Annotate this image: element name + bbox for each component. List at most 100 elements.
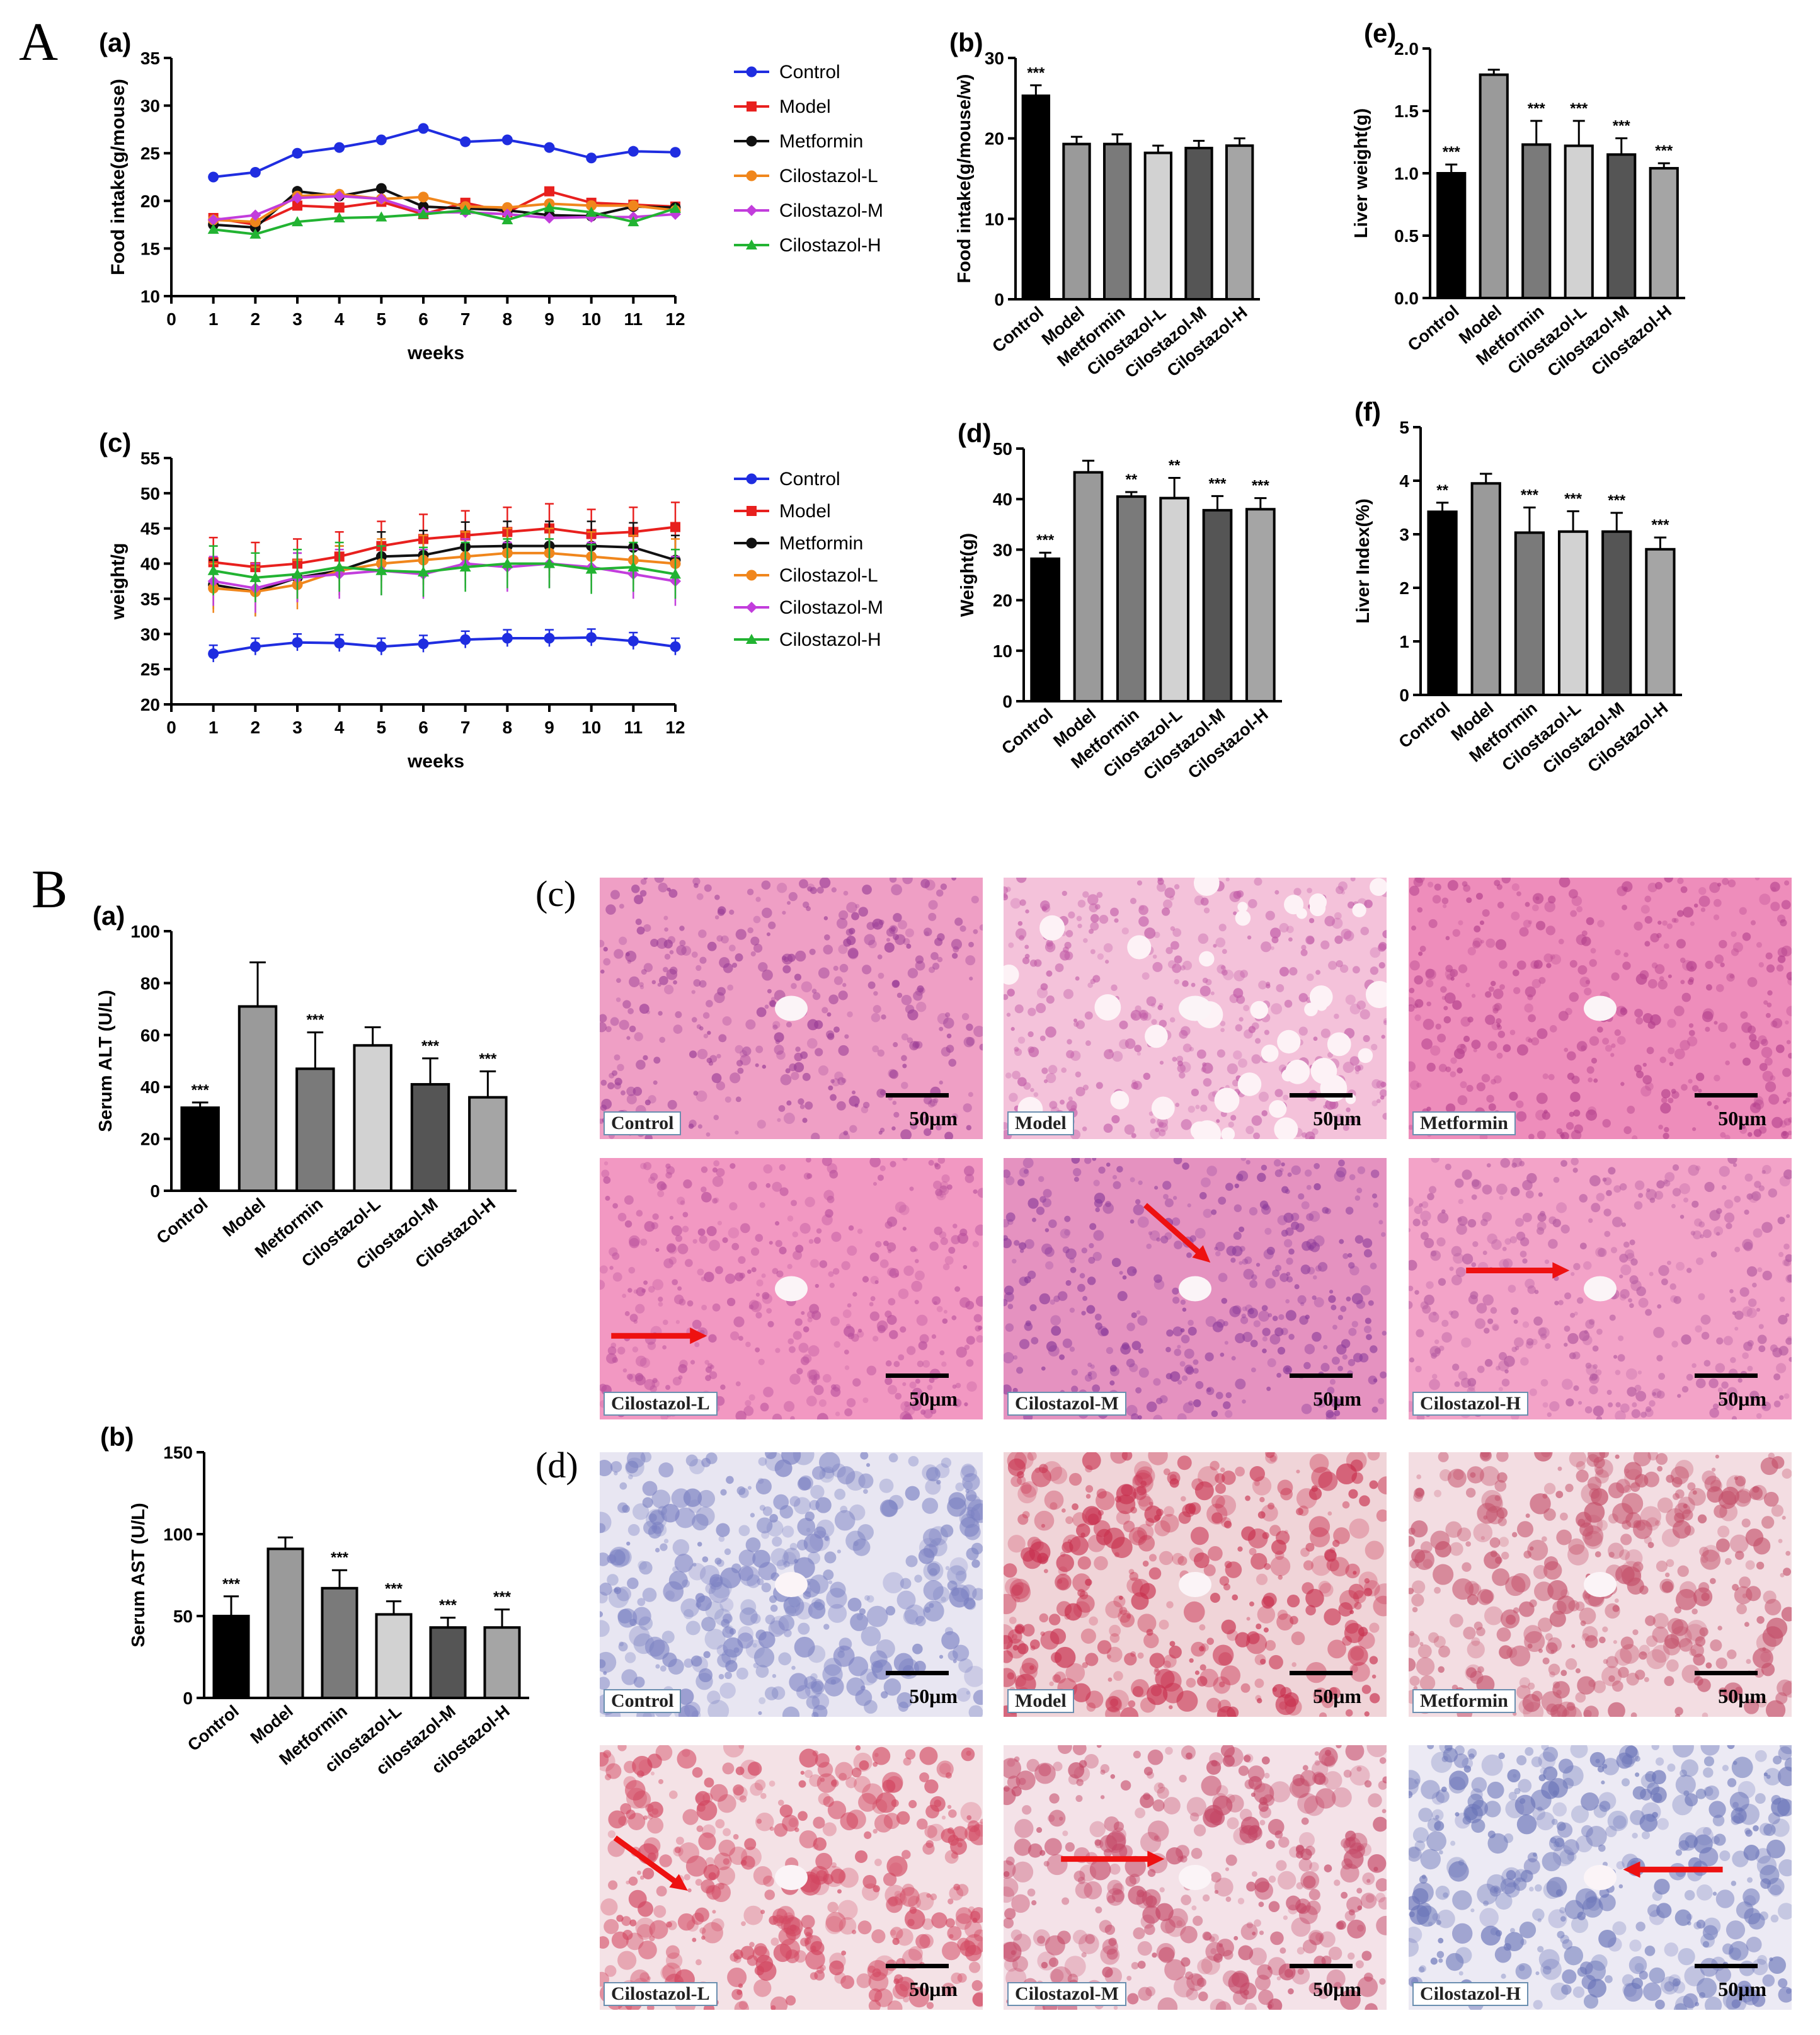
legend-marker (747, 506, 757, 516)
y-tick-label: 55 (140, 449, 160, 468)
legend-entry: Cilostazol-L (779, 565, 878, 586)
data-point (501, 558, 513, 568)
series-line-model (213, 525, 676, 569)
data-point (501, 134, 513, 146)
x-tick-label: 5 (377, 309, 387, 329)
panel-label: (e) (1364, 18, 1396, 48)
bar-control (1436, 172, 1467, 299)
bar-cilostazol-l (353, 1044, 392, 1193)
y-tick-label: 60 (140, 1026, 160, 1045)
data-point (292, 637, 303, 648)
data-point (418, 208, 429, 219)
data-point (375, 193, 387, 205)
image-label: Cilostazol-L (604, 1392, 718, 1416)
data-point (249, 209, 261, 221)
y-tick-label: 20 (993, 591, 1012, 610)
data-point (418, 201, 429, 212)
scale-bar-label: 50μm (1313, 1978, 1361, 2000)
tissue-texture (1004, 1158, 1387, 1419)
scale-bar-label: 50μm (909, 1978, 958, 2000)
histology-image: Control 50μm (600, 1452, 983, 1717)
bar-model (1470, 482, 1501, 696)
scale-bar-label: 50μm (1313, 1107, 1361, 1130)
data-point (292, 216, 303, 227)
panel-label: (f) (1354, 397, 1381, 427)
x-tick-label: 11 (624, 718, 643, 737)
data-point (334, 202, 345, 213)
bar-cilostazol-l (1143, 151, 1173, 301)
y-tick-label: 50 (173, 1607, 193, 1626)
significance-label: *** (1528, 100, 1546, 117)
red-arrow-icon (1466, 1262, 1570, 1279)
data-point (460, 634, 471, 645)
scale-bar (1290, 1093, 1353, 1098)
legend-entry: Control (779, 469, 840, 490)
image-label: Cilostazol-M (1007, 1982, 1126, 2006)
data-point (375, 565, 387, 575)
data-point (627, 216, 639, 227)
tissue-texture (1409, 878, 1792, 1139)
data-point (670, 202, 681, 213)
red-arrow-icon (1623, 1861, 1723, 1878)
scale-bar (886, 1093, 949, 1098)
data-point (459, 204, 471, 215)
data-point (544, 186, 554, 197)
data-point (501, 202, 513, 213)
x-tick-label: 3 (292, 718, 302, 737)
x-axis-label: weeks (407, 751, 464, 772)
data-point (292, 568, 303, 579)
panel-label: (b) (949, 28, 983, 57)
y-tick-label: 10 (140, 287, 160, 306)
series-line-metformin (213, 187, 676, 229)
y-tick-label: 0.0 (1394, 289, 1419, 308)
legend-marker (746, 66, 757, 77)
y-tick-label: 100 (130, 922, 160, 941)
y-tick-label: 30 (140, 624, 160, 644)
y-tick-label: 0 (150, 1181, 160, 1201)
y-tick-label: 50 (140, 484, 160, 503)
scale-bar-label: 50μm (1718, 1685, 1766, 1707)
bar-cilostazol-l (1564, 144, 1594, 299)
data-point (375, 134, 387, 146)
y-tick-label: 30 (985, 49, 1004, 68)
legend-marker (746, 170, 757, 181)
data-point (249, 641, 261, 652)
panel-label: (a) (99, 28, 131, 57)
histology-image: Cilostazol-H 50μm (1409, 1158, 1792, 1419)
tissue-texture (1409, 1452, 1792, 1717)
legend-entry: Cilostazol-H (779, 235, 881, 256)
category-label: Control (1395, 699, 1454, 752)
data-point (586, 632, 597, 643)
bar-chart-2: (b) 0 10 20 30 Food intake(g/mouse/w) *** Contr… (949, 28, 1260, 382)
series-line-control (213, 636, 676, 655)
x-tick-label: 8 (503, 718, 513, 737)
bar-cilostazol-h (483, 1626, 521, 1699)
panel-label: (d) (535, 1445, 578, 1486)
y-tick-label: 30 (140, 96, 160, 116)
data-point (418, 192, 429, 203)
x-tick-label: 0 (166, 718, 176, 737)
series-line-cilostazol-h (213, 206, 676, 236)
x-tick-label: 7 (461, 309, 471, 329)
image-label: Control (604, 1689, 682, 1713)
legend-marker (746, 602, 757, 613)
tissue-texture (1409, 1158, 1792, 1419)
x-tick-label: 1 (209, 309, 219, 329)
legend-marker (747, 101, 757, 112)
x-tick-label: 5 (377, 718, 387, 737)
legend-marker (746, 634, 757, 644)
data-point (627, 635, 639, 646)
data-point (333, 212, 345, 223)
data-point (627, 561, 639, 572)
scale-bar-label: 50μm (1718, 1387, 1766, 1410)
y-tick-label: 40 (140, 554, 160, 574)
legend-marker (746, 473, 757, 484)
y-axis-label: Liver weight(g) (1351, 108, 1371, 238)
bar-metformin (295, 1067, 335, 1192)
scale-bar-label: 50μm (909, 1685, 958, 1707)
data-point (670, 147, 681, 158)
y-tick-label: 20 (140, 1130, 160, 1149)
data-point (501, 208, 513, 220)
bar-cilostazol-m (1606, 153, 1637, 299)
